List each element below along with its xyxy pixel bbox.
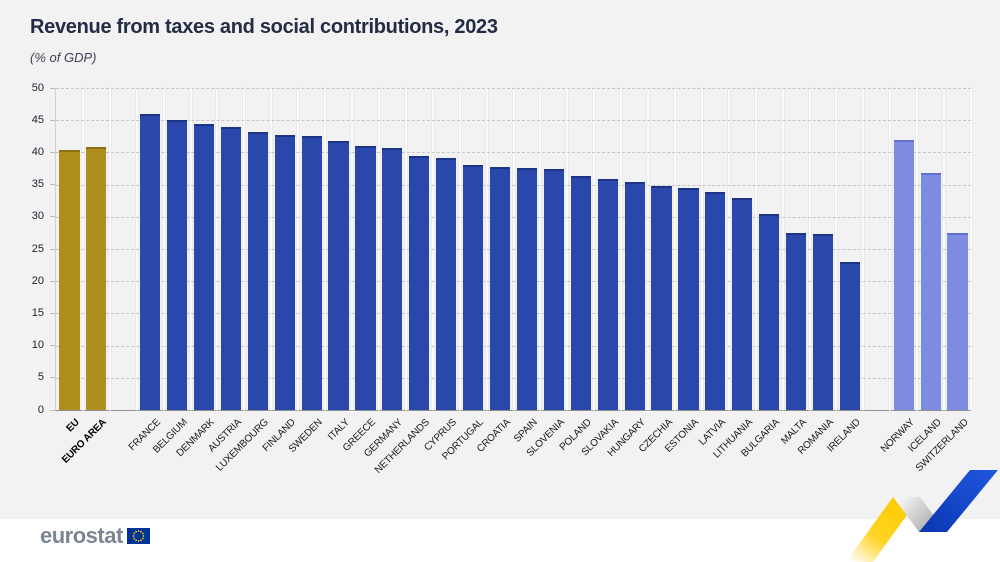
y-axis-label: 25 — [31, 242, 44, 255]
plot-value-gridline — [56, 216, 971, 218]
y-axis-tick — [50, 409, 55, 411]
bar-romania — [812, 234, 834, 410]
bar-slovenia — [543, 169, 564, 410]
y-axis-tick — [50, 184, 55, 186]
bar-iceland — [920, 172, 941, 410]
bar-france — [140, 114, 161, 410]
x-label-eu: EU — [64, 417, 83, 435]
y-axis-tick — [50, 377, 55, 379]
bar-greece — [355, 145, 376, 410]
bar-switzerland — [947, 233, 968, 410]
plot-value-gridline — [56, 281, 971, 283]
y-axis-tick — [50, 345, 55, 347]
bar-portugal — [463, 164, 484, 410]
bar-norway — [893, 140, 914, 410]
y-axis-tick — [50, 280, 55, 282]
y-axis-label: 20 — [31, 274, 44, 287]
bar-latvia — [705, 191, 726, 410]
plot-value-gridline — [56, 184, 971, 186]
bar-austria — [220, 127, 241, 410]
plot-value-gridline — [56, 88, 971, 89]
bar-estonia — [678, 187, 699, 410]
y-axis-tick — [50, 216, 55, 218]
bar-bulgaria — [759, 214, 780, 410]
bar-slovakia — [597, 178, 618, 410]
y-axis-label: 30 — [31, 210, 44, 223]
y-axis-label: 15 — [31, 306, 44, 319]
eurostat-logo-text: eurostat — [40, 523, 123, 548]
bar-belgium — [167, 119, 188, 410]
plot-value-gridline — [56, 249, 971, 250]
bar-croatia — [489, 167, 511, 410]
bar-sweden — [301, 136, 322, 410]
y-axis-label: 35 — [31, 178, 44, 191]
chart-title: Revenue from taxes and social contributi… — [30, 16, 498, 38]
eurostat-logo: eurostat — [40, 525, 150, 547]
bar-poland — [570, 175, 591, 410]
bar-euro-area — [86, 146, 107, 410]
plot-value-gridline — [56, 313, 971, 315]
bar-germany — [382, 148, 403, 410]
bar-lithuania — [732, 198, 753, 410]
footer-strip: eurostat — [0, 519, 1000, 562]
y-axis-label: 0 — [37, 403, 44, 416]
y-axis-label: 5 — [37, 371, 44, 384]
plot-area: 0 5 10 15 20 25 30 35 40 45 50 EU EURO AREA FRANCE BEL… — [32, 82, 972, 476]
bar-czechia — [651, 186, 672, 410]
eu-flag-icon — [126, 528, 150, 544]
y-axis-tick — [50, 87, 55, 89]
bar-finland — [274, 134, 295, 410]
y-axis-label: 50 — [31, 81, 44, 94]
bar-eu — [59, 150, 80, 410]
bar-netherlands — [409, 155, 430, 410]
chart-unit-label: (% of GDP) — [30, 50, 97, 65]
plot-value-gridline — [56, 152, 971, 154]
bar-italy — [328, 140, 349, 410]
y-axis-tick — [50, 151, 55, 153]
plot-value-gridline — [56, 377, 971, 379]
bar-spain — [516, 167, 538, 410]
y-axis-label: 45 — [31, 113, 44, 126]
plot-column-gridline — [970, 88, 972, 410]
y-axis-tick — [50, 312, 55, 314]
y-axis-tick — [50, 248, 55, 250]
y-axis-label: 10 — [31, 339, 44, 352]
bar-ireland — [839, 261, 860, 410]
bar-luxembourg — [247, 132, 268, 410]
bar-hungary — [624, 181, 645, 410]
bar-cyprus — [436, 158, 457, 410]
y-axis-tick — [50, 119, 55, 121]
eurostat-ribbon-decoration — [846, 470, 998, 562]
bar-malta — [785, 233, 807, 410]
plot-value-gridline — [56, 120, 971, 122]
bar-denmark — [193, 124, 215, 410]
plot-value-gridline — [56, 345, 971, 347]
y-axis-label: 40 — [31, 145, 44, 158]
